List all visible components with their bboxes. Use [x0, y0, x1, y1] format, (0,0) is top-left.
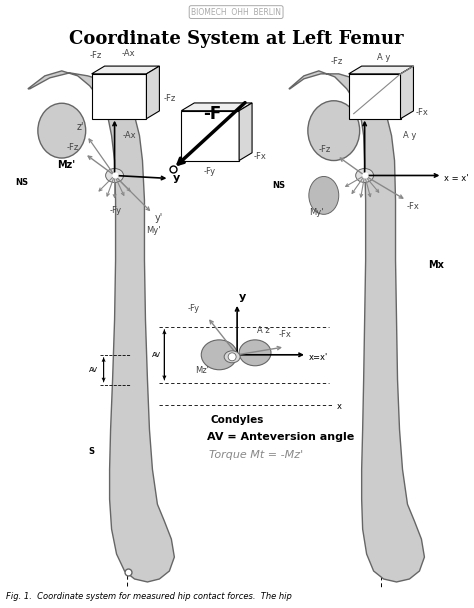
- Text: z: z: [366, 106, 373, 116]
- Text: x=x': x=x': [309, 353, 328, 362]
- Text: AV: AV: [89, 367, 98, 373]
- Text: x = x': x = x': [444, 174, 469, 184]
- Text: A y: A y: [377, 53, 390, 62]
- Text: Coordinate System at Left Femur: Coordinate System at Left Femur: [69, 30, 403, 48]
- Text: -Fx: -Fx: [254, 151, 267, 161]
- Bar: [91, 74, 146, 119]
- Text: x: x: [337, 402, 342, 410]
- Ellipse shape: [309, 176, 339, 215]
- Text: -Fy: -Fy: [109, 206, 122, 215]
- Text: -Fy: -Fy: [203, 167, 215, 176]
- Bar: [349, 74, 401, 119]
- Polygon shape: [289, 71, 424, 582]
- Text: -Fx: -Fx: [407, 202, 419, 212]
- Polygon shape: [146, 66, 159, 119]
- Ellipse shape: [201, 340, 237, 370]
- Text: -Fy: -Fy: [187, 304, 200, 313]
- Polygon shape: [239, 103, 252, 161]
- Text: -Ax: -Ax: [123, 131, 136, 140]
- Text: AV: AV: [153, 352, 162, 358]
- Ellipse shape: [224, 351, 240, 363]
- Text: S: S: [89, 447, 95, 457]
- Text: Mx: Mx: [428, 260, 444, 270]
- Text: Fig. 1.  Coordinate system for measured hip contact forces.  The hip: Fig. 1. Coordinate system for measured h…: [6, 592, 292, 601]
- Text: AV = Anteversion angle: AV = Anteversion angle: [207, 432, 355, 443]
- Text: -Fz: -Fz: [319, 145, 331, 154]
- Text: BIOMECH  OHH  BERLIN: BIOMECH OHH BERLIN: [191, 7, 281, 16]
- Text: -Fz: -Fz: [90, 51, 102, 60]
- Text: My': My': [309, 209, 323, 217]
- Text: -Fz: -Fz: [331, 57, 343, 66]
- Polygon shape: [28, 71, 174, 582]
- Text: Mz': Mz': [195, 366, 209, 375]
- Text: -Fz: -Fz: [67, 142, 79, 151]
- Ellipse shape: [308, 101, 360, 161]
- Bar: [182, 111, 239, 161]
- Text: y: y: [173, 173, 180, 184]
- Polygon shape: [91, 66, 159, 74]
- Text: y: y: [239, 292, 246, 302]
- Text: A z: A z: [257, 326, 270, 335]
- Text: -Fx: -Fx: [415, 108, 428, 117]
- Text: y': y': [155, 213, 163, 223]
- Text: -Fz: -Fz: [164, 94, 176, 103]
- Text: A y: A y: [402, 131, 416, 140]
- Circle shape: [228, 353, 236, 361]
- Ellipse shape: [239, 340, 271, 366]
- Polygon shape: [182, 103, 252, 111]
- Text: z': z': [77, 122, 84, 132]
- Text: Condyles: Condyles: [210, 415, 264, 424]
- Text: -F: -F: [203, 105, 221, 123]
- Ellipse shape: [38, 103, 86, 158]
- Text: -Fx: -Fx: [279, 330, 292, 339]
- Text: z: z: [117, 106, 123, 116]
- Ellipse shape: [106, 168, 124, 182]
- Text: Torque Mt = -Mz': Torque Mt = -Mz': [209, 451, 303, 460]
- Polygon shape: [401, 66, 413, 119]
- Ellipse shape: [356, 168, 374, 182]
- Polygon shape: [349, 66, 413, 74]
- Text: NS: NS: [273, 181, 285, 190]
- Text: Mz': Mz': [57, 159, 75, 170]
- Text: -Ax: -Ax: [121, 49, 135, 58]
- Text: My': My': [146, 226, 161, 235]
- Text: NS: NS: [16, 178, 28, 187]
